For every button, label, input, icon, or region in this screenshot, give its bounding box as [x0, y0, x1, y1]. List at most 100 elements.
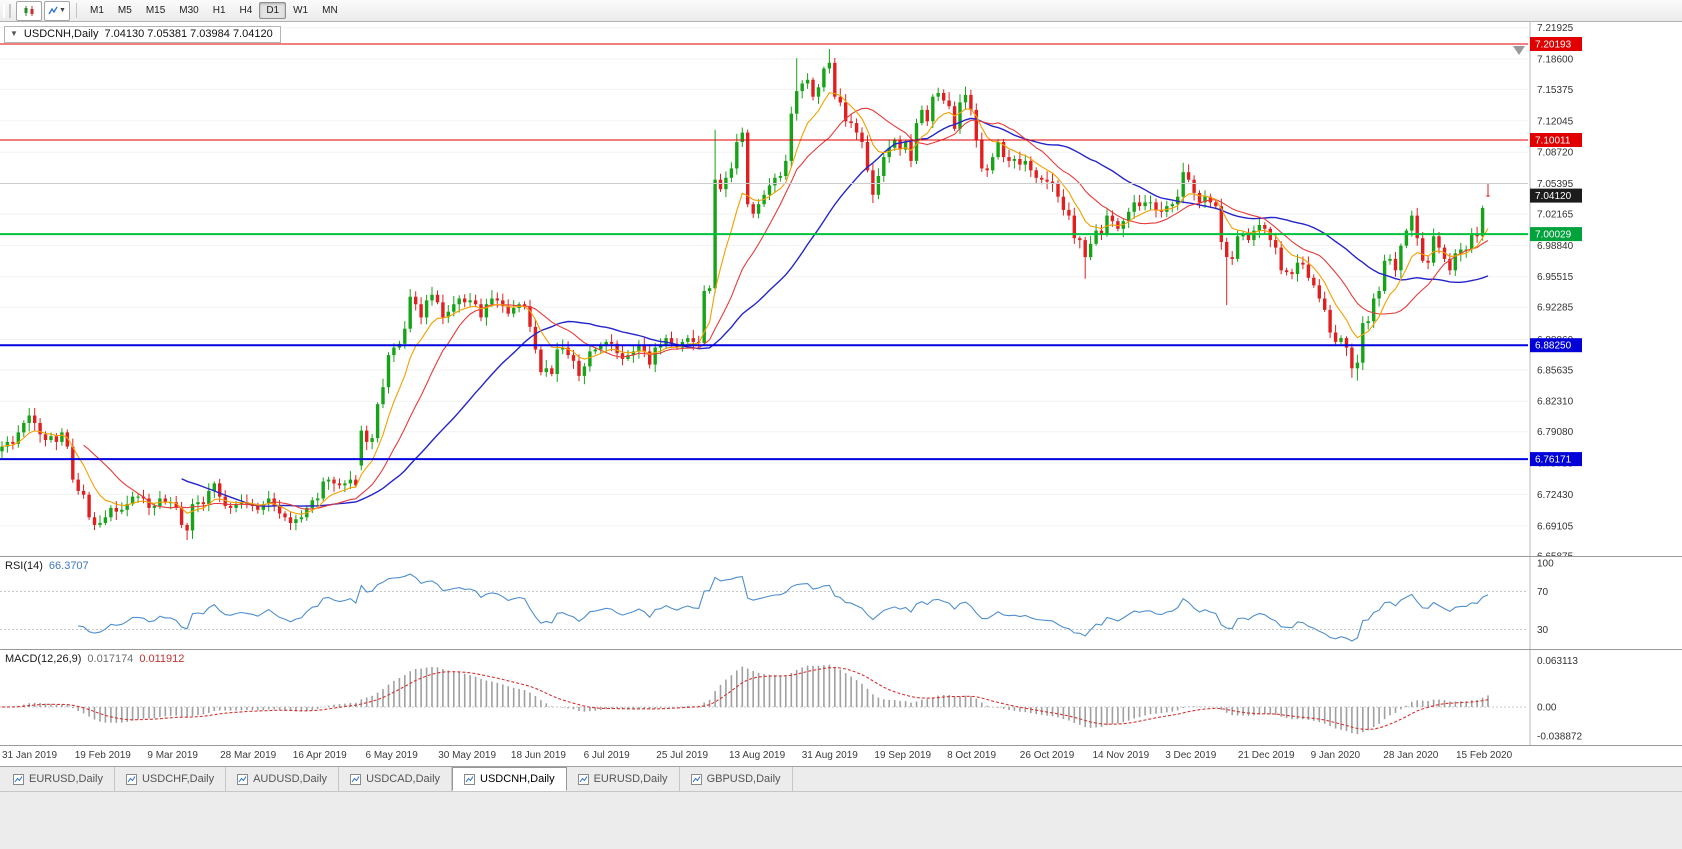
rsi-name: RSI(14)	[5, 560, 43, 572]
date-tick-label: 16 Apr 2019	[292, 750, 347, 761]
rsi-panel: RSI(14) 66.3707 100 70 30	[0, 556, 1682, 649]
chart-type-button[interactable]	[16, 0, 42, 21]
macd-canvas[interactable]: 0.063113 0.00 -0.038872	[0, 650, 1682, 745]
timeframe-button-m1[interactable]: M1	[90, 5, 104, 16]
tab-chart-icon	[464, 773, 476, 785]
svg-text:7.00029: 7.00029	[1535, 230, 1572, 241]
price-chart-canvas[interactable]: 7.21925 7.18600 7.15375 7.12045 7.08720 7.053…	[0, 22, 1682, 563]
date-tick-label: 21 Dec 2019	[1237, 750, 1295, 761]
chevron-down-icon: ▼	[59, 7, 66, 14]
chart-symbol-period: USDCNH,Daily	[23, 28, 99, 40]
date-tick-label: 26 Oct 2019	[1019, 750, 1075, 761]
date-tick-label: 30 May 2019	[438, 750, 497, 761]
date-tick-label: 25 Jul 2019	[656, 750, 709, 761]
date-tick-label: 9 Jan 2020	[1310, 750, 1361, 761]
tab-label: USDCNH,Daily	[480, 773, 555, 785]
svg-text:6.92285: 6.92285	[1537, 303, 1574, 314]
svg-text:7.18600: 7.18600	[1537, 55, 1574, 66]
tab-usdcad-daily[interactable]: USDCAD,Daily	[339, 767, 453, 791]
toolbar-grip[interactable]	[3, 3, 11, 18]
candlestick-chart-icon	[24, 5, 33, 16]
main-chart-panel: ▼ USDCNH,Daily 7.04130 7.05381 7.03984 7…	[0, 22, 1682, 563]
toolbar: ▼ M1 M5 M15 M30 H1 H4 D1 W1 MN	[0, 0, 1682, 22]
indicators-dropdown-button[interactable]: ▼	[44, 0, 70, 21]
tab-label: GBPUSD,Daily	[706, 773, 781, 785]
macd-label: MACD(12,26,9) 0.017174 0.011912	[5, 653, 184, 665]
toolbar-separator	[76, 3, 77, 18]
macd-current-signal: 0.011912	[139, 653, 185, 665]
tab-usdchf-daily[interactable]: USDCHF,Daily	[115, 767, 227, 791]
svg-text:0.063113: 0.063113	[1537, 656, 1578, 667]
tab-chart-icon	[237, 773, 249, 785]
timeframe-button-m5[interactable]: M5	[117, 5, 132, 16]
tab-chart-icon	[690, 773, 702, 785]
date-tick-label: 13 Aug 2019	[729, 750, 786, 761]
rsi-canvas[interactable]: 100 70 30	[0, 557, 1682, 649]
svg-text:6.98840: 6.98840	[1537, 241, 1574, 252]
svg-text:6.88250: 6.88250	[1535, 341, 1572, 352]
timeframe-button-m15[interactable]: M15	[145, 5, 166, 16]
tab-eurusd-daily[interactable]: EURUSD,Daily	[567, 767, 680, 791]
svg-text:6.76171: 6.76171	[1535, 455, 1572, 466]
timeframe-button-h4[interactable]: H4	[239, 5, 253, 16]
tab-gbpusd-daily[interactable]: GBPUSD,Daily	[680, 767, 793, 791]
date-tick-label: 19 Feb 2019	[74, 750, 131, 761]
date-tick-label: 31 Jan 2019	[2, 750, 58, 761]
date-tick-label: 28 Jan 2020	[1383, 750, 1439, 761]
tab-eurusd-daily[interactable]: EURUSD,Daily	[2, 767, 115, 791]
tab-label: AUDUSD,Daily	[253, 773, 328, 785]
rsi-current-value: 66.3707	[48, 560, 89, 572]
svg-text:6.95515: 6.95515	[1537, 272, 1574, 283]
svg-text:70: 70	[1537, 587, 1549, 598]
tab-audusd-daily[interactable]: AUDUSD,Daily	[226, 767, 340, 791]
time-axis: 31 Jan 2019 19 Feb 2019 9 Mar 2019 28 Mar 2…	[0, 745, 1682, 766]
svg-text:6.82310: 6.82310	[1537, 397, 1574, 408]
date-tick-label: 15 Feb 2020	[1456, 750, 1513, 761]
tab-chart-icon	[125, 773, 137, 785]
date-tick-label: 6 May 2019	[365, 750, 418, 761]
date-tick-label: 19 Sep 2019	[874, 750, 932, 761]
svg-text:7.21925: 7.21925	[1537, 23, 1574, 34]
indicator-line-icon	[48, 6, 58, 15]
date-tick-label: 31 Aug 2019	[801, 750, 858, 761]
chart-ohlc-values: 7.04130 7.05381 7.03984 7.04120	[104, 28, 273, 40]
svg-text:7.12045: 7.12045	[1537, 116, 1574, 127]
svg-text:7.10011: 7.10011	[1535, 136, 1571, 147]
timeframe-button-w1[interactable]: W1	[293, 5, 309, 16]
date-tick-label: 18 Jun 2019	[510, 750, 566, 761]
chart-title[interactable]: ▼ USDCNH,Daily 7.04130 7.05381 7.03984 7…	[4, 26, 281, 43]
svg-text:7.05395: 7.05395	[1537, 179, 1574, 190]
svg-text:6.85635: 6.85635	[1537, 365, 1574, 376]
date-tick-label: 14 Nov 2019	[1092, 750, 1150, 761]
tab-label: EURUSD,Daily	[29, 773, 103, 785]
status-bar	[0, 791, 1682, 849]
tab-label: USDCAD,Daily	[366, 773, 441, 785]
timeframe-button-m30[interactable]: M30	[179, 5, 199, 16]
svg-text:7.02165: 7.02165	[1537, 210, 1574, 221]
macd-current-main: 0.017174	[87, 653, 134, 665]
timeframe-button-d1[interactable]: D1	[259, 2, 287, 19]
timeframe-button-mn[interactable]: MN	[322, 5, 338, 16]
timeframe-button-h1[interactable]: H1	[212, 5, 226, 16]
svg-text:7.08720: 7.08720	[1537, 148, 1574, 159]
tab-chart-icon	[350, 773, 362, 785]
date-tick-label: 3 Dec 2019	[1165, 750, 1217, 761]
chart-shift-marker	[1513, 46, 1525, 55]
tab-usdcnh-daily[interactable]: USDCNH,Daily	[452, 767, 567, 791]
tab-label: USDCHF,Daily	[141, 773, 215, 785]
rsi-label: RSI(14) 66.3707	[5, 560, 89, 572]
macd-name: MACD(12,26,9)	[5, 653, 82, 665]
chart-dropdown-icon[interactable]: ▼	[10, 29, 18, 38]
svg-text:30: 30	[1537, 625, 1549, 636]
svg-text:6.72430: 6.72430	[1537, 490, 1574, 501]
date-tick-label: 9 Mar 2019	[147, 750, 198, 761]
date-tick-label: 6 Jul 2019	[583, 750, 630, 761]
macd-panel: MACD(12,26,9) 0.017174 0.011912 0.063113…	[0, 649, 1682, 745]
tab-chart-icon	[577, 773, 589, 785]
svg-text:-0.038872: -0.038872	[1537, 731, 1582, 742]
timeframe-group: M1 M5 M15 M30 H1 H4 D1 W1 MN	[83, 2, 345, 19]
svg-text:6.79080: 6.79080	[1537, 427, 1574, 438]
tab-chart-icon	[13, 773, 24, 785]
svg-text:7.15375: 7.15375	[1537, 85, 1574, 96]
svg-text:6.69105: 6.69105	[1537, 521, 1574, 532]
